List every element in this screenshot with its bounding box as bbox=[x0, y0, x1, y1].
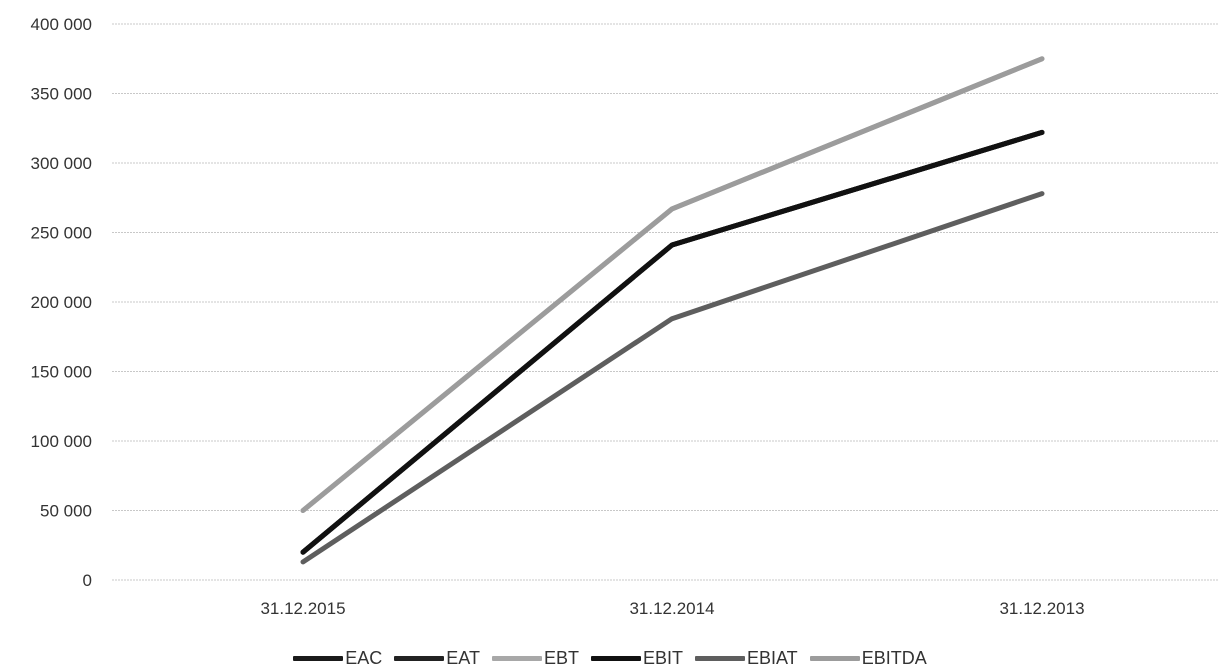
y-tick-label: 300 000 bbox=[31, 154, 92, 173]
x-tick-label: 31.12.2014 bbox=[629, 599, 714, 618]
legend-item-ebt: EBT bbox=[491, 647, 579, 669]
y-axis-ticks: 0 50 000 100 000 150 000 200 000 250 000 300 0… bbox=[31, 15, 92, 590]
series-line-ebiat bbox=[300, 191, 1045, 565]
legend-swatch bbox=[590, 655, 641, 661]
line-chart: 0 50 000 100 000 150 000 200 000 250 000 300 0… bbox=[31, 15, 1218, 618]
legend-label: EAC bbox=[345, 647, 383, 668]
y-tick-label: 400 000 bbox=[31, 15, 92, 34]
legend-item-ebiat: EBIAT bbox=[695, 648, 798, 669]
series-line-ebit bbox=[300, 129, 1045, 555]
x-axis-ticks: 31.12.2015 31.12.2014 31.12.2013 bbox=[260, 599, 1084, 618]
y-tick-label: 100 000 bbox=[31, 432, 92, 451]
legend-label: EBITDA bbox=[861, 647, 927, 668]
legend-label: EBIAT bbox=[747, 647, 798, 668]
series-line-ebitda bbox=[300, 56, 1045, 513]
x-tick-label: 31.12.2015 bbox=[260, 599, 345, 618]
y-tick-label: 200 000 bbox=[31, 293, 92, 312]
legend-swatch bbox=[293, 655, 344, 661]
legend-swatch bbox=[491, 655, 542, 661]
legend-item-eac: EAC bbox=[293, 648, 382, 669]
series-line-ebt bbox=[300, 56, 1045, 513]
legend: EAC EAT EBT EBIT EBIAT EBITDA bbox=[0, 646, 1220, 670]
y-tick-label: 350 000 bbox=[31, 85, 92, 104]
series-lines bbox=[300, 56, 1045, 565]
x-tick-label: 31.12.2013 bbox=[999, 599, 1084, 618]
legend-label: EBT bbox=[543, 647, 579, 668]
legend-swatch bbox=[809, 655, 860, 661]
legend-swatch bbox=[394, 655, 445, 661]
legend-item-eat: EAT bbox=[394, 648, 480, 669]
y-tick-label: 250 000 bbox=[31, 224, 92, 243]
y-tick-label: 150 000 bbox=[31, 363, 92, 382]
legend-label: EBIT bbox=[642, 647, 683, 668]
y-tick-label: 0 bbox=[83, 571, 92, 590]
legend-label: EAT bbox=[446, 647, 480, 668]
legend-swatch bbox=[695, 655, 745, 661]
legend-item-ebit: EBIT bbox=[590, 647, 683, 669]
legend-item-ebitda: EBITDA bbox=[809, 647, 927, 669]
y-tick-label: 50 000 bbox=[40, 502, 92, 521]
grid-lines bbox=[112, 23, 1218, 581]
